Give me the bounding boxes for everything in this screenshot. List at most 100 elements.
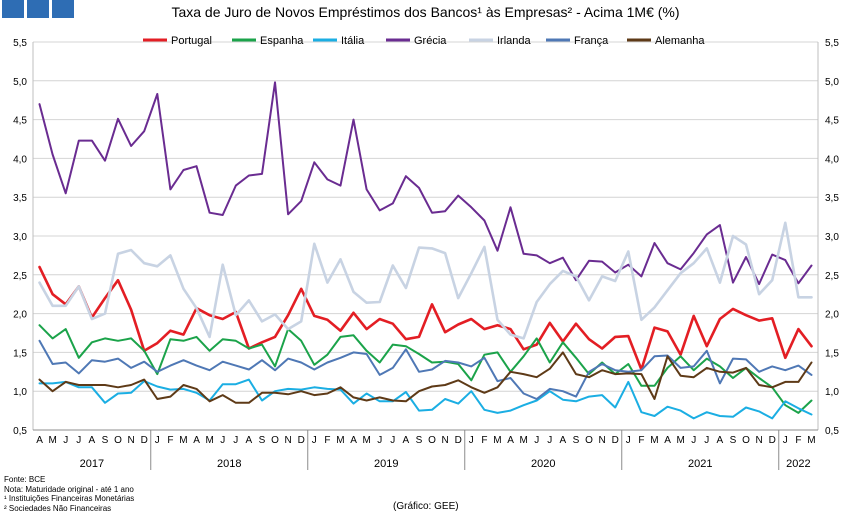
y-tick-right: 4,5 bbox=[825, 116, 839, 127]
x-tick-label: A bbox=[403, 435, 410, 446]
y-tick-left: 2,0 bbox=[13, 310, 27, 321]
legend-label: Irlanda bbox=[497, 35, 532, 47]
y-tick-right: 2,0 bbox=[825, 310, 839, 321]
footnote-1: ¹ Instituições Financeiras Monetárias bbox=[4, 494, 135, 503]
y-tick-right: 0,5 bbox=[825, 426, 839, 437]
x-tick-label: J bbox=[783, 435, 788, 446]
x-tick-label: M bbox=[179, 435, 187, 446]
x-tick-label: O bbox=[742, 435, 750, 446]
x-tick-label: A bbox=[246, 435, 253, 446]
x-tick-label: F bbox=[795, 435, 801, 446]
y-tick-right: 5,5 bbox=[825, 38, 839, 49]
y-tick-left: 3,5 bbox=[13, 193, 27, 204]
x-tick-label: F bbox=[167, 435, 173, 446]
x-year-label: 2020 bbox=[531, 458, 555, 470]
note-text: Nota: Maturidade original - até 1 ano bbox=[4, 485, 134, 494]
x-tick-label: M bbox=[807, 435, 815, 446]
x-tick-label: O bbox=[428, 435, 436, 446]
x-tick-label: N bbox=[599, 435, 606, 446]
legend-label: Itália bbox=[341, 35, 365, 47]
y-tick-left: 2,5 bbox=[13, 271, 27, 282]
x-year-label: 2017 bbox=[80, 458, 104, 470]
x-tick-label: M bbox=[336, 435, 344, 446]
x-tick-label: A bbox=[193, 435, 200, 446]
x-tick-label: N bbox=[442, 435, 449, 446]
y-tick-right: 2,5 bbox=[825, 271, 839, 282]
y-tick-right: 1,0 bbox=[825, 387, 839, 398]
x-tick-label: N bbox=[756, 435, 763, 446]
x-tick-label: F bbox=[638, 435, 644, 446]
x-tick-label: M bbox=[519, 435, 527, 446]
x-tick-label: A bbox=[560, 435, 567, 446]
x-tick-label: J bbox=[691, 435, 696, 446]
x-tick-label: S bbox=[102, 435, 109, 446]
x-tick-label: D bbox=[141, 435, 148, 446]
x-tick-label: A bbox=[36, 435, 43, 446]
x-tick-label: J bbox=[233, 435, 238, 446]
x-tick-label: A bbox=[350, 435, 357, 446]
x-tick-label: S bbox=[259, 435, 266, 446]
x-tick-label: J bbox=[704, 435, 709, 446]
x-tick-label: A bbox=[664, 435, 671, 446]
series-line bbox=[38, 265, 813, 371]
y-tick-left: 5,0 bbox=[13, 77, 27, 88]
x-tick-label: D bbox=[769, 435, 776, 446]
x-tick-label: J bbox=[469, 435, 474, 446]
y-tick-left: 1,0 bbox=[13, 387, 27, 398]
series-line bbox=[38, 324, 813, 414]
legend-label: França bbox=[574, 35, 609, 47]
x-tick-label: J bbox=[63, 435, 68, 446]
y-tick-left: 5,5 bbox=[13, 38, 27, 49]
x-tick-label: M bbox=[650, 435, 658, 446]
x-tick-label: A bbox=[89, 435, 96, 446]
x-tick-label: S bbox=[416, 435, 423, 446]
x-tick-label: O bbox=[585, 435, 593, 446]
x-tick-label: D bbox=[455, 435, 462, 446]
x-tick-label: O bbox=[114, 435, 122, 446]
legend-label: Alemanha bbox=[655, 35, 705, 47]
x-tick-label: D bbox=[612, 435, 619, 446]
legend-label: Grécia bbox=[414, 35, 447, 47]
x-tick-label: F bbox=[324, 435, 330, 446]
x-tick-label: M bbox=[676, 435, 684, 446]
x-tick-label: J bbox=[312, 435, 317, 446]
x-tick-label: N bbox=[285, 435, 292, 446]
x-tick-label: A bbox=[717, 435, 724, 446]
x-tick-label: D bbox=[298, 435, 305, 446]
x-tick-label: M bbox=[493, 435, 501, 446]
x-tick-label: J bbox=[76, 435, 81, 446]
x-tick-label: S bbox=[730, 435, 737, 446]
x-tick-label: N bbox=[128, 435, 135, 446]
chart-title: Taxa de Juro de Novos Empréstimos dos Ba… bbox=[171, 4, 680, 20]
x-tick-label: J bbox=[155, 435, 160, 446]
x-year-label: 2021 bbox=[688, 458, 712, 470]
y-tick-left: 4,0 bbox=[13, 154, 27, 165]
series-line bbox=[38, 351, 813, 404]
x-tick-label: S bbox=[573, 435, 580, 446]
legend-label: Espanha bbox=[260, 35, 304, 47]
x-tick-label: F bbox=[481, 435, 487, 446]
series-line bbox=[38, 339, 813, 400]
legend-label: Portugal bbox=[171, 35, 212, 47]
x-tick-label: J bbox=[547, 435, 552, 446]
y-tick-left: 0,5 bbox=[13, 426, 27, 437]
footnote-2: ² Sociedades Não Financeiras bbox=[4, 504, 112, 513]
x-tick-label: J bbox=[377, 435, 382, 446]
x-year-label: 2019 bbox=[374, 458, 398, 470]
y-tick-right: 4,0 bbox=[825, 154, 839, 165]
series-line bbox=[38, 378, 813, 420]
logo-square bbox=[27, 0, 49, 18]
x-tick-label: M bbox=[362, 435, 370, 446]
x-year-label: 2022 bbox=[786, 458, 810, 470]
y-tick-right: 5,0 bbox=[825, 77, 839, 88]
x-tick-label: O bbox=[271, 435, 279, 446]
y-tick-right: 3,0 bbox=[825, 232, 839, 243]
x-year-label: 2018 bbox=[217, 458, 241, 470]
x-tick-label: J bbox=[626, 435, 631, 446]
y-tick-left: 4,5 bbox=[13, 116, 27, 127]
x-tick-label: J bbox=[534, 435, 539, 446]
series-line bbox=[38, 81, 813, 286]
x-tick-label: J bbox=[390, 435, 395, 446]
x-tick-label: J bbox=[220, 435, 225, 446]
